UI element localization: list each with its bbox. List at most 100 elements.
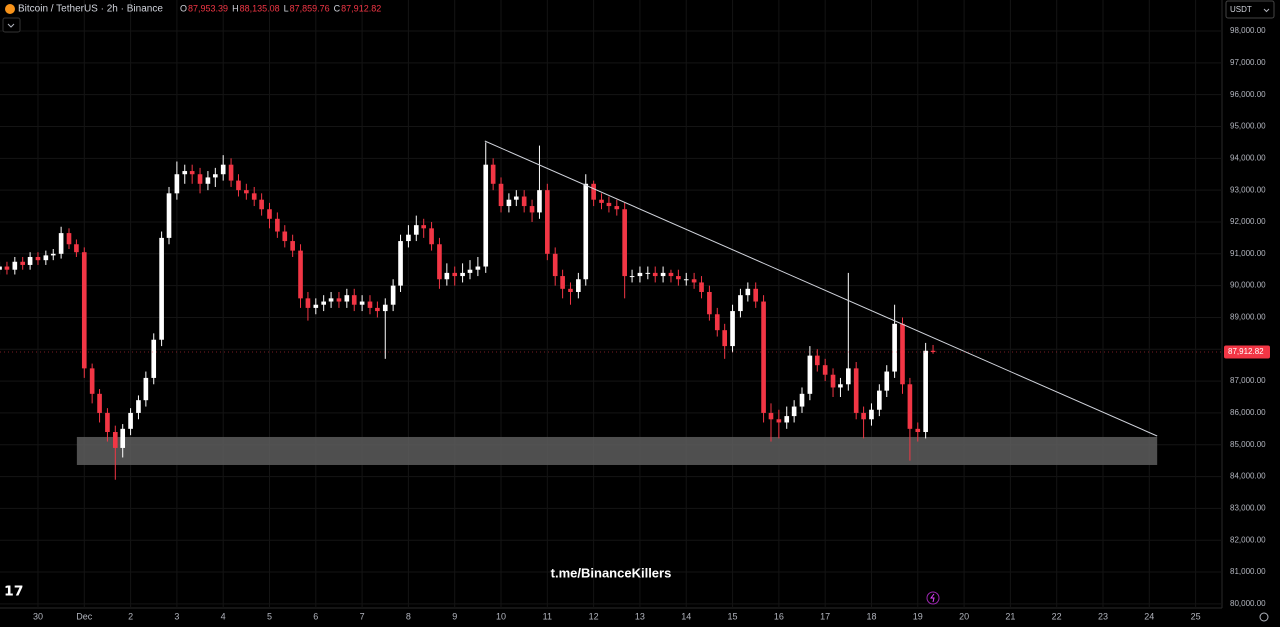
ohlc-value: 88,135.08 — [240, 3, 280, 13]
x-tick-label: 8 — [406, 611, 411, 621]
tv-logo: 𝟭𝟳 — [4, 583, 23, 599]
candle-body — [58, 233, 64, 254]
candle-body — [552, 253, 558, 277]
lightning-icon[interactable] — [926, 591, 940, 605]
candle-body — [97, 393, 102, 413]
candle-body — [43, 255, 49, 261]
candle-body — [599, 199, 604, 203]
x-tick-label: 20 — [959, 611, 969, 621]
x-tick-label: 15 — [728, 611, 738, 621]
candle-body — [321, 301, 326, 305]
candle-body — [807, 355, 813, 394]
ohlc-key: O — [180, 3, 187, 13]
x-tick-label: 9 — [452, 611, 457, 621]
candle-body — [799, 393, 805, 407]
currency: USDT — [1230, 5, 1252, 14]
candle-body — [112, 432, 118, 448]
candle-body — [907, 384, 913, 429]
y-tick-label: 86,000.00 — [1230, 408, 1266, 417]
candle-body — [791, 406, 797, 417]
x-tick-label: 22 — [1052, 611, 1062, 621]
candle-body — [629, 276, 635, 278]
candle-body — [236, 180, 241, 191]
candle-body — [0, 266, 2, 270]
candle-body — [768, 412, 774, 420]
candle-body — [4, 266, 10, 270]
x-tick-label: Dec — [76, 611, 93, 621]
x-tick-label: 4 — [221, 611, 226, 621]
last-price-label: 87,912.82 — [1228, 347, 1264, 356]
candle-body — [622, 209, 627, 277]
ohlc-value: 87,953.39 — [188, 3, 228, 13]
candle-body — [915, 428, 921, 433]
candle-body — [81, 252, 87, 369]
candle-body — [683, 279, 689, 281]
candle-body — [467, 269, 473, 273]
candle-body — [591, 183, 596, 200]
x-tick-label: 24 — [1144, 611, 1154, 621]
currency-select[interactable] — [1225, 0, 1275, 19]
candle-body — [560, 276, 565, 289]
ohlc-key: H — [232, 3, 239, 13]
candle-body — [668, 272, 674, 277]
x-tick-label: 3 — [174, 611, 179, 621]
candle-body — [344, 295, 350, 302]
candle-body — [498, 183, 504, 207]
candle-body — [745, 288, 751, 296]
candle-body — [275, 218, 280, 232]
candle-body — [490, 164, 496, 184]
y-tick-label: 82,000.00 — [1230, 535, 1266, 544]
candle-body — [305, 298, 311, 308]
candle-body — [699, 282, 704, 292]
candle-body — [328, 298, 334, 302]
y-tick-label: 96,000.00 — [1230, 90, 1266, 99]
candle-body — [89, 368, 95, 394]
y-tick-label: 93,000.00 — [1230, 185, 1266, 194]
y-tick-label: 90,000.00 — [1230, 281, 1266, 290]
candle-body — [444, 272, 450, 280]
candle-body — [12, 261, 18, 270]
collapse-button[interactable] — [2, 17, 21, 33]
candle-body — [205, 177, 211, 184]
candle-body — [475, 266, 481, 270]
x-tick-label: 21 — [1005, 611, 1015, 621]
candle-body — [776, 419, 782, 423]
candle-body — [576, 279, 581, 292]
candle-body — [189, 171, 195, 175]
candle-body — [429, 228, 434, 245]
candle-body — [105, 412, 110, 433]
candle-body — [182, 171, 188, 175]
y-tick-label: 81,000.00 — [1230, 567, 1266, 576]
y-tick-label: 98,000.00 — [1230, 26, 1266, 35]
y-tick-label: 80,000.00 — [1230, 599, 1266, 608]
collapse-icon — [7, 23, 15, 28]
candle-body — [838, 384, 843, 388]
candle-body — [568, 288, 573, 292]
candle-body — [452, 272, 458, 277]
candle-body — [120, 428, 126, 448]
candle-body — [814, 355, 820, 366]
ohlc-legend: O 87,953.39 H 88,135.08 L 87,859.76 C 87,912.82 — [180, 3, 381, 13]
y-tick-label: 89,000.00 — [1230, 313, 1266, 322]
y-tick-label: 97,000.00 — [1230, 58, 1266, 67]
ohlc-value: 87,859.76 — [290, 3, 330, 13]
x-tick-label: 17 — [820, 611, 830, 621]
currency-caret — [1263, 8, 1270, 13]
x-tick-label: 30 — [33, 611, 43, 621]
candle-body — [166, 193, 172, 238]
candle-body — [35, 256, 41, 261]
candle-body — [861, 412, 866, 420]
candle-body — [174, 174, 180, 194]
trendline — [484, 140, 1158, 437]
candle-body — [753, 288, 759, 302]
y-tick-label: 85,000.00 — [1230, 440, 1266, 449]
candle-body — [50, 253, 56, 256]
x-tick-label: 10 — [496, 611, 506, 621]
y-tick-label: 83,000.00 — [1230, 503, 1266, 512]
support-zone — [76, 436, 1158, 465]
coin-icon — [5, 4, 15, 14]
x-tick-label: 18 — [866, 611, 876, 621]
candle-body — [738, 295, 743, 312]
settings-icon[interactable] — [1259, 612, 1269, 622]
